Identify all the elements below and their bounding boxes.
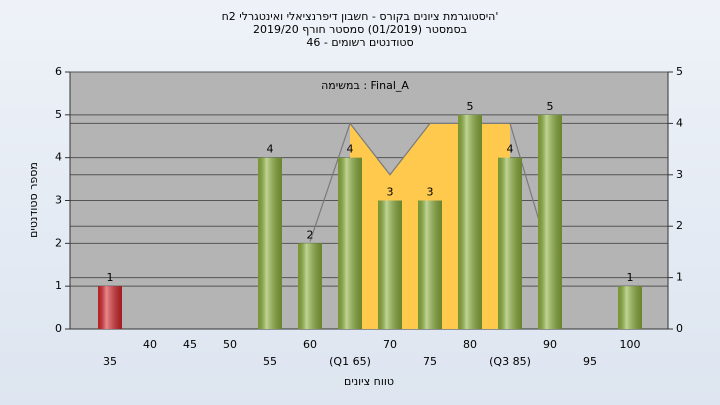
y-tick-label: 2: [55, 236, 62, 249]
y2-tick-label: 0: [676, 322, 683, 335]
x-tick-label: 80: [463, 338, 477, 351]
bar-shine: [338, 157, 362, 329]
y2-tick-label: 5: [676, 65, 683, 78]
y-tick-label: 6: [55, 65, 62, 78]
x-tick-label: 60: [303, 338, 317, 351]
x-tick-label: 50: [223, 338, 237, 351]
bar-shine: [98, 286, 122, 329]
x-tick-label: 100: [620, 338, 641, 351]
value-label: 1: [107, 271, 114, 284]
y-tick-label: 1: [55, 279, 62, 292]
bar-shine: [418, 200, 442, 329]
value-label: 1: [627, 271, 634, 284]
y-tick-label: 0: [55, 322, 62, 335]
line: [309, 122, 551, 258]
value-label: 3: [427, 186, 434, 199]
value-label: 4: [507, 143, 514, 156]
bar-shine: [258, 157, 282, 329]
x-tick-label: 35: [103, 355, 117, 368]
value-label: 5: [547, 100, 554, 113]
chart-title: היסטוגרמת ציונים בקורס - חשבון דיפרנציאל…: [222, 10, 499, 23]
x-tick-label: 70: [383, 338, 397, 351]
value-label: 2: [307, 228, 314, 241]
x-tick-label: 45: [183, 338, 197, 351]
y-tick-label: 5: [55, 108, 62, 121]
value-label: 3: [387, 186, 394, 199]
x-tick-label: (Q1 65): [329, 355, 371, 368]
bar-shine: [458, 114, 482, 329]
value-label: 4: [347, 143, 354, 156]
bar-shine: [538, 114, 562, 329]
y-axis-label: מספר סטודנטים: [27, 162, 40, 238]
y2-tick-label: 2: [676, 219, 683, 232]
y2-tick-label: 3: [676, 168, 683, 181]
x-tick-label: 40: [143, 338, 157, 351]
x-tick-label: 75: [423, 355, 437, 368]
bar-shine: [618, 286, 642, 329]
chart-subtitle: בסמסטר (01/2019) סמסטר חורף 2019/20: [253, 23, 467, 36]
x-tick-label: 95: [583, 355, 597, 368]
y2-tick-label: 1: [676, 271, 683, 284]
x-axis-label: טווח ציונים: [344, 375, 394, 388]
y-tick-label: 4: [55, 151, 62, 164]
x-tick-label: 90: [543, 338, 557, 351]
bar-shine: [498, 157, 522, 329]
y2-tick-label: 4: [676, 116, 683, 129]
bar-shine: [298, 243, 322, 329]
x-tick-label: 55: [263, 355, 277, 368]
bar-shine: [378, 200, 402, 329]
value-label: 4: [267, 143, 274, 156]
chart-subtitle: סטודנטים רשומים - 46: [306, 36, 413, 49]
annotation: במשימה : Final_A: [321, 79, 409, 92]
y-tick-label: 3: [55, 194, 62, 207]
value-label: 5: [467, 100, 474, 113]
x-tick-label: (Q3 85): [489, 355, 531, 368]
